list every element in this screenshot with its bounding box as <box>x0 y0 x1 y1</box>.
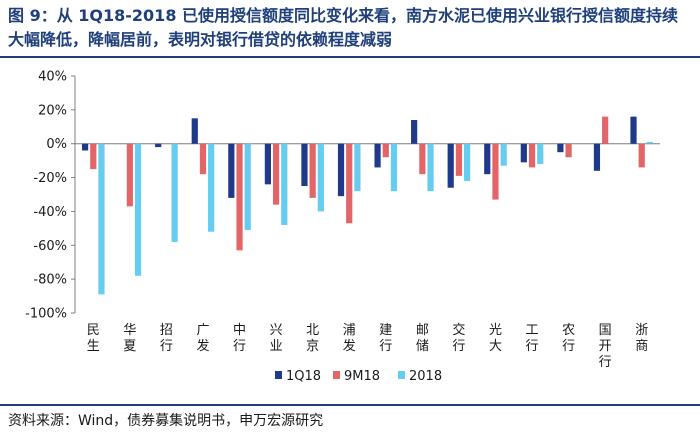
x-category-label: 招行 <box>160 323 173 354</box>
bar-2018-5 <box>244 143 251 231</box>
y-tick-label: -100% <box>25 307 67 322</box>
bar-2018-4 <box>208 143 215 232</box>
bar-2018-16 <box>646 142 654 144</box>
bar-1q18-16 <box>630 116 637 144</box>
bar-2018-13 <box>537 143 544 165</box>
bar-9m18-2 <box>126 143 133 207</box>
x-category-label: 建行 <box>379 323 392 354</box>
legend-swatch-2018 <box>398 371 405 379</box>
y-tick-label: -80% <box>33 273 67 288</box>
bar-1q18-12 <box>484 143 491 175</box>
footer-rule <box>0 404 700 406</box>
bar-2018-7 <box>317 143 324 212</box>
bar-9m18-5 <box>236 143 243 251</box>
bar-2018-9 <box>390 143 398 192</box>
bar-9m18-7 <box>309 143 316 198</box>
bar-9m18-1 <box>90 143 97 170</box>
x-category-label: 工行 <box>526 323 539 354</box>
bar-chart: 40% 20% 0% -20% -40% -60% -80% -100% 民生华夏招行广发中行兴… <box>25 70 660 384</box>
bar-9m18-15 <box>602 116 609 144</box>
x-category-label: 光大 <box>489 323 502 354</box>
x-category-label: 浙商 <box>635 323 648 354</box>
x-category-label: 民生 <box>87 323 100 354</box>
y-tick-label: 40% <box>38 70 67 85</box>
y-tick-label: -20% <box>33 171 67 186</box>
bar-9m18-13 <box>528 143 536 168</box>
bar-9m18-14 <box>565 143 572 158</box>
x-category-label: 国开行 <box>599 323 612 370</box>
bar-1q18-8 <box>337 143 345 197</box>
x-category-label: 交行 <box>452 322 465 354</box>
legend-label-2018: 2018 <box>409 369 442 384</box>
bar-1q18-11 <box>447 143 454 188</box>
x-category-label: 中行 <box>233 323 246 354</box>
bar-9m18-16 <box>638 143 645 168</box>
bar-1q18-9 <box>374 143 381 168</box>
x-category-label: 农行 <box>562 323 575 354</box>
bar-2018-6 <box>281 143 288 225</box>
x-category-label: 邮储 <box>416 323 429 354</box>
y-tick-label: 0% <box>46 137 67 152</box>
bar-1q18-13 <box>520 143 527 163</box>
bar-1q18-5 <box>228 143 235 198</box>
bar-2018-8 <box>354 143 361 192</box>
bar-1q18-1 <box>81 143 89 151</box>
legend-swatch-1q18 <box>275 371 282 379</box>
bar-1q18-4 <box>191 118 198 144</box>
bar-1q18-14 <box>557 143 564 153</box>
x-category-label: 华夏 <box>123 323 136 354</box>
bar-9m18-9 <box>382 143 389 158</box>
bar-9m18-4 <box>199 143 207 175</box>
bar-9m18-10 <box>419 143 426 175</box>
legend-label-1q18: 1Q18 <box>286 369 321 384</box>
bar-9m18-8 <box>346 143 353 224</box>
bar-1q18-6 <box>264 143 271 185</box>
legend-swatch-9m18 <box>333 371 340 379</box>
x-category-label: 兴业 <box>270 323 283 354</box>
title-bar: 图 9：从 1Q18-2018 已使用授信额度同比变化来看，南方水泥已使用兴业银… <box>0 0 700 58</box>
bar-2018-2 <box>134 143 142 276</box>
x-category-label: 广发 <box>196 323 209 354</box>
figure-title: 图 9：从 1Q18-2018 已使用授信额度同比变化来看，南方水泥已使用兴业银… <box>8 6 679 49</box>
bar-2018-3 <box>171 143 178 242</box>
bar-2018-12 <box>500 143 507 166</box>
bar-1q18-10 <box>411 120 418 144</box>
source-note: 资料来源：Wind，债券募集说明书，申万宏源研究 <box>8 413 324 429</box>
bar-1q18-7 <box>301 143 308 187</box>
bar-9m18-12 <box>492 143 499 200</box>
bar-1q18-15 <box>593 143 601 171</box>
y-tick-label: -40% <box>33 205 67 220</box>
x-category-label: 北京 <box>306 323 319 354</box>
bar-1q18-3 <box>155 143 162 148</box>
y-tick-label: 20% <box>38 103 67 118</box>
bar-2018-11 <box>464 143 471 181</box>
y-tick-label: -60% <box>33 239 67 254</box>
bar-9m18-11 <box>455 143 463 176</box>
x-category-label: 浦发 <box>343 323 356 354</box>
bar-9m18-6 <box>272 143 280 205</box>
bar-2018-10 <box>427 143 434 192</box>
legend-label-9m18: 9M18 <box>344 369 380 384</box>
bar-2018-1 <box>98 143 105 295</box>
